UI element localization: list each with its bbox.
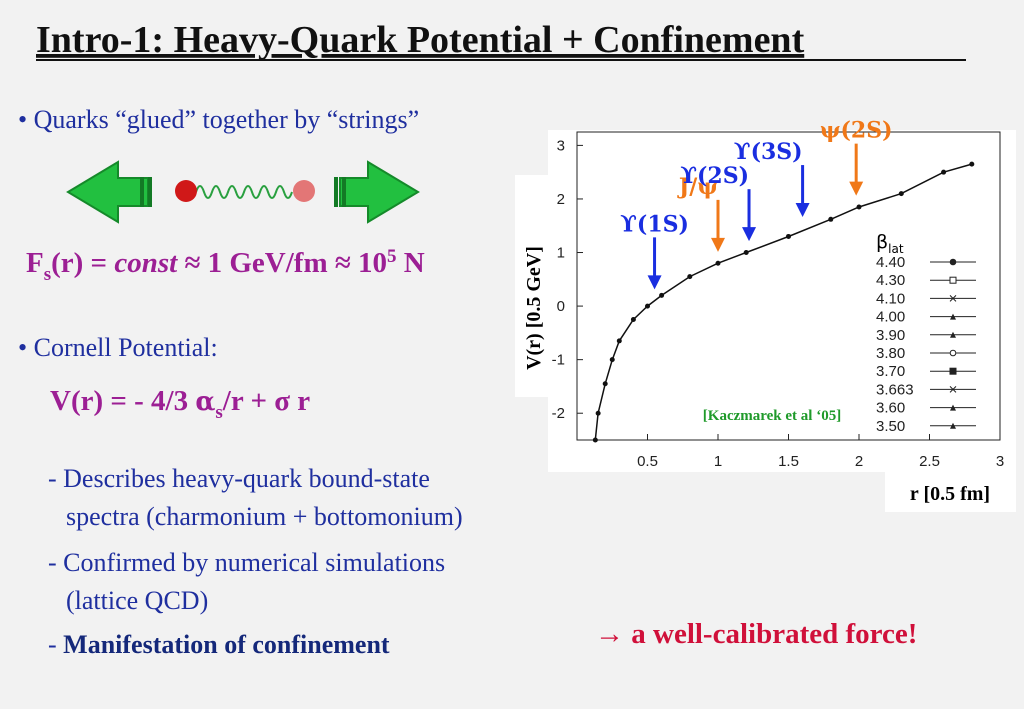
plot-background (548, 130, 1016, 472)
string-illustration (66, 160, 420, 224)
bullet-text: Quarks “glued” together by “strings” (34, 105, 420, 134)
legend-label: 3.60 (876, 400, 905, 417)
y-tick-label: 2 (557, 191, 565, 208)
legend-title: βlat (876, 231, 904, 256)
state-label: ϒ(3S) (734, 139, 803, 165)
data-point (659, 292, 665, 298)
sub-bullet: - Manifestation of confinement (48, 630, 390, 659)
data-point (592, 437, 598, 443)
x-tick-label: 1.5 (778, 453, 799, 470)
data-point (602, 381, 608, 387)
conclusion: → a well-calibrated force! (595, 618, 917, 650)
arrow-head (795, 203, 810, 218)
legend-marker (949, 295, 957, 302)
x-tick-label: 3 (996, 453, 1004, 470)
legend-label: 4.40 (876, 254, 905, 271)
sub-bullet: (lattice QCD) (66, 586, 208, 615)
legend-label: 4.10 (876, 290, 905, 307)
data-point (743, 250, 749, 256)
state-label: J/ψ (677, 174, 718, 200)
arrow-head (849, 181, 864, 196)
legend-label: 3.70 (876, 363, 905, 380)
legend-label: 3.50 (876, 418, 905, 435)
data-point (941, 169, 947, 175)
data-point (645, 303, 650, 309)
legend-marker (949, 386, 957, 393)
data-point (630, 316, 636, 322)
legend-marker (949, 367, 957, 375)
data-point (828, 216, 834, 222)
legend-marker (949, 349, 957, 357)
x-axis-label: r [0.5 fm] (910, 483, 990, 505)
sub-bullet: spectra (charmonium + bottomonium) (66, 502, 463, 531)
y-tick-label: 1 (557, 245, 565, 262)
legend-label: 3.90 (876, 327, 905, 344)
title: Intro-1: Heavy-Quark Potential + Confine… (36, 19, 805, 61)
cornell-formula: V(r) = - 4/3 αs/r + σ r (50, 385, 310, 423)
bullet: • Quarks “glued” together by “strings” (18, 105, 419, 134)
legend-label: 3.80 (876, 345, 905, 362)
data-point (786, 233, 791, 239)
xlabel-box (885, 470, 1016, 512)
plot: r [0.5 fm] V(r) [0.5 GeV] [Kaczmarek et … (515, 130, 1016, 512)
data-point (969, 161, 975, 167)
data-point (595, 410, 601, 416)
state-label: ϒ(2S) (680, 163, 749, 189)
data-point (898, 191, 904, 197)
legend-marker (950, 331, 956, 338)
x-tick-label: 2 (855, 453, 863, 470)
x-tick-label: 2.5 (919, 453, 940, 470)
sub-bullet: - Describes heavy-quark bound-state (48, 464, 430, 493)
citation: [Kaczmarek et al ‘05] (703, 408, 841, 424)
ylabel-box (515, 175, 551, 397)
state-label: ϒ(1S) (620, 211, 689, 237)
x-tick-label: 1 (714, 453, 722, 470)
x-tick-label: 0.5 (637, 453, 658, 470)
bullet-text: Cornell Potential: (34, 333, 218, 362)
bullet: • Cornell Potential: (18, 333, 218, 362)
data-point (609, 357, 615, 363)
force-formula: Fs(r) = const ≈ 1 GeV/fm ≈ 105 N (26, 246, 425, 285)
sub-bullet: - Confirmed by numerical simulations (48, 548, 445, 577)
legend-marker (950, 313, 956, 320)
legend-marker (950, 422, 956, 429)
state-label: ψ(2S) (820, 118, 893, 144)
y-axis-label: V(r) [0.5 GeV] (523, 246, 545, 370)
arrow-head (711, 237, 725, 252)
arrow-head (647, 275, 662, 290)
data-point (616, 338, 622, 344)
y-tick-label: 3 (557, 137, 565, 154)
y-tick-label: -1 (552, 352, 565, 369)
legend-marker (949, 276, 957, 284)
legend-label: 3.663 (876, 381, 914, 398)
legend-label: 4.30 (876, 272, 905, 289)
y-tick-label: 0 (557, 298, 565, 315)
legend-label: 4.00 (876, 309, 905, 326)
legend-marker (950, 404, 956, 411)
data-point (715, 260, 721, 266)
arrow-head (742, 227, 757, 242)
legend-marker (949, 258, 957, 266)
data-point (856, 204, 862, 210)
data-point (687, 274, 693, 280)
y-tick-label: -2 (552, 405, 565, 422)
